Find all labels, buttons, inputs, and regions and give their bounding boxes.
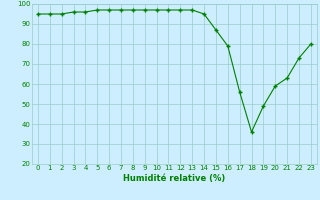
X-axis label: Humidité relative (%): Humidité relative (%) [123,174,226,183]
